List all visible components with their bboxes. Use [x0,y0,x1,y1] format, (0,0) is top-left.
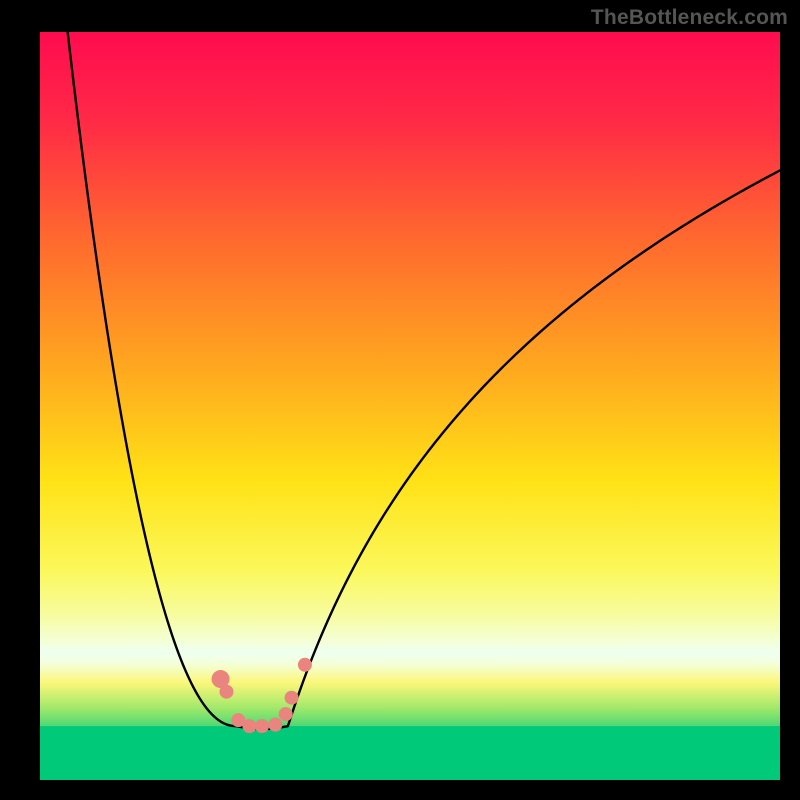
outer-frame: TheBottleneck.com [0,0,800,800]
trough-marker [279,707,293,721]
gradient-background [40,32,780,780]
plot-area [40,32,780,780]
watermark-text: TheBottleneck.com [591,6,788,30]
green-band [40,726,780,780]
trough-marker [255,719,269,733]
trough-marker [219,685,233,699]
trough-marker [285,691,299,705]
plot-svg [40,32,780,780]
trough-marker [268,718,282,732]
trough-marker [298,658,312,672]
trough-marker [242,719,256,733]
